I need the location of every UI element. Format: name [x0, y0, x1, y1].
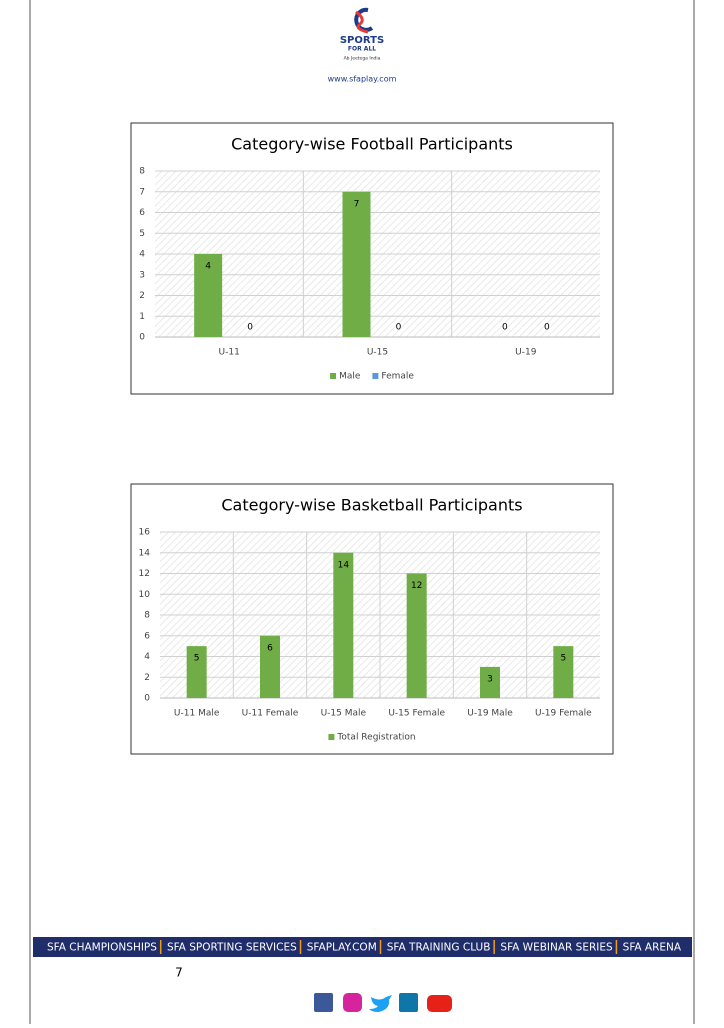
banner-item: SFA CHAMPIONSHIPS	[47, 942, 157, 954]
x-tick-label: U-11 Female	[242, 709, 299, 719]
bar	[406, 573, 427, 698]
data-label: 6	[267, 643, 273, 653]
data-label: 14	[338, 560, 350, 570]
x-tick-label: U-19 Male	[467, 709, 513, 719]
banner-item: SFAPLAY.COM	[307, 942, 377, 954]
logo-mark	[354, 7, 374, 32]
legend-label: Total Registration	[336, 733, 415, 743]
x-tick-label: U-19	[515, 348, 537, 358]
linkedin-icon[interactable]	[399, 993, 418, 1012]
legend-swatch	[372, 373, 379, 379]
x-tick-label: U-11	[219, 348, 240, 358]
youtube-icon[interactable]	[427, 995, 452, 1012]
banner-separator	[493, 940, 495, 954]
twitter-icon[interactable]	[369, 995, 392, 1012]
y-tick-label: 4	[139, 250, 145, 260]
logo-mark	[355, 10, 369, 34]
y-tick-label: 14	[139, 548, 151, 558]
legend: Male Female	[330, 372, 414, 382]
bar	[553, 646, 574, 698]
y-tick-label: 8	[144, 611, 150, 621]
x-tick-label: U-11 Male	[174, 709, 220, 719]
y-tick-label: 2	[139, 291, 145, 301]
data-label: 7	[354, 199, 360, 209]
data-label: 0	[396, 323, 402, 333]
y-tick-label: 10	[139, 590, 151, 600]
x-tick-label: U-19 Female	[535, 709, 592, 719]
data-label: 12	[411, 581, 422, 591]
y-tick-label: 5	[139, 229, 145, 239]
legend-label: Female	[381, 372, 414, 382]
x-tick-label: U-15 Female	[388, 709, 445, 719]
logo-subtitle: FOR ALL	[348, 46, 376, 53]
bar	[194, 254, 223, 337]
data-label: 0	[502, 323, 508, 333]
legend-label: Male	[339, 372, 361, 382]
banner-item: SFA TRAINING CLUB	[387, 942, 491, 954]
data-label: 5	[560, 654, 566, 664]
banner-item: SFA WEBINAR SERIES	[500, 942, 613, 954]
banner-separator	[299, 940, 302, 954]
data-label: 3	[487, 674, 493, 684]
bar	[333, 552, 354, 698]
y-tick-label: 0	[144, 694, 150, 704]
banner-separator	[615, 940, 618, 954]
banner-item: SFA SPORTING SERVICES	[167, 942, 297, 954]
y-tick-label: 7	[139, 187, 145, 197]
y-tick-label: 3	[139, 270, 145, 280]
banner-items: SFA CHAMPIONSHIPS SFA SPORTING SERVICES SF…	[47, 940, 682, 954]
y-tick-label: 6	[144, 631, 150, 641]
legend: Total Registration	[328, 733, 416, 743]
logo-title: SPORTS	[340, 35, 384, 46]
x-tick-label: U-15 Male	[321, 709, 367, 719]
legend-swatch	[328, 734, 335, 740]
page-number: 7	[175, 966, 183, 980]
banner-item: SFA ARENA	[623, 942, 682, 954]
banner-separator	[159, 940, 162, 954]
footer-banner	[33, 937, 692, 957]
tagline: Ab Jeetega India	[344, 56, 381, 62]
data-label: 5	[194, 654, 200, 664]
bar	[186, 646, 207, 698]
data-label: 4	[205, 262, 211, 272]
chart-title: Category-wise Football Participants	[231, 135, 513, 154]
x-tick-label: U-15	[367, 348, 388, 358]
y-tick-label: 0	[139, 333, 145, 343]
y-tick-label: 6	[139, 208, 145, 218]
banner-separator	[379, 940, 382, 954]
chart-title: Category-wise Basketball Participants	[221, 496, 522, 515]
y-tick-label: 12	[139, 569, 150, 579]
legend-swatch	[330, 373, 337, 379]
bar	[260, 635, 280, 698]
facebook-icon[interactable]	[314, 993, 333, 1012]
y-tick-label: 16	[139, 528, 151, 538]
data-label: 0	[247, 323, 253, 333]
instagram-icon[interactable]	[343, 993, 362, 1012]
y-tick-label: 8	[139, 167, 145, 177]
social-icons	[314, 993, 452, 1012]
bar	[342, 191, 371, 337]
y-tick-label: 4	[144, 652, 150, 662]
header-url: www.sfaplay.com	[328, 75, 397, 84]
bar	[480, 666, 500, 698]
y-tick-label: 1	[139, 312, 145, 322]
data-label: 0	[544, 323, 550, 333]
y-tick-label: 2	[144, 673, 150, 683]
